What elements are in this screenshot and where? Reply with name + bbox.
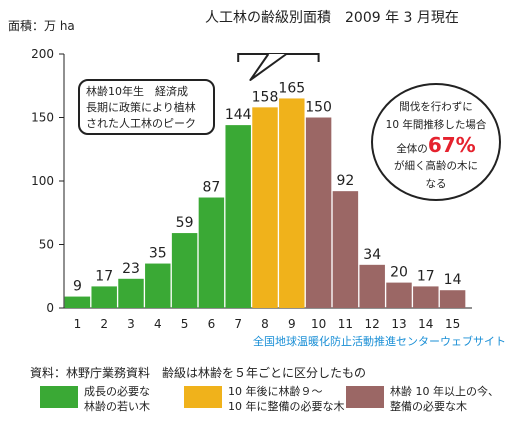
x-tick-label-12: 12 xyxy=(365,317,380,331)
peak-callout-line-3: された人工林のピーク xyxy=(86,117,196,130)
legend-swatch-brown xyxy=(346,386,384,408)
x-tick-label-2: 2 xyxy=(100,317,108,331)
x-tick-label-6: 6 xyxy=(208,317,216,331)
bar-11 xyxy=(332,191,359,308)
bar-2 xyxy=(91,286,117,308)
x-tick-label-14: 14 xyxy=(418,317,433,331)
legend-now-line-1: 林齢 10 年以上の今、 xyxy=(390,385,499,398)
legend-young-line-2: 林齢の若い木 xyxy=(84,400,150,413)
x-tick-label-3: 3 xyxy=(127,317,135,331)
legend-item-10yr: 10 年後に林齢９〜 10 年に整備の必要な木 xyxy=(184,384,345,414)
bar-6 xyxy=(198,197,225,308)
thinning-line-4: が細く高齢の木に xyxy=(394,160,478,172)
thinning-line-3-text: 全体の xyxy=(396,143,428,155)
legend-young-line-1: 成長の必要な xyxy=(84,385,150,398)
legend-now-line-2: 整備の必要な木 xyxy=(390,400,467,413)
data-label-8: 158 xyxy=(252,89,279,105)
thinning-callout: 間伐を行わずに 10 年間推移した場合 全体の67% が細く高齢の木に なる xyxy=(371,83,501,201)
callout-pointer xyxy=(249,53,287,81)
x-tick-label-7: 7 xyxy=(234,317,242,331)
bar-3 xyxy=(118,278,144,308)
data-label-12: 34 xyxy=(363,247,381,263)
legend-10yr-line-2: 10 年に整備の必要な木 xyxy=(228,400,345,413)
peak-callout-line-2: 長期に政策により植林 xyxy=(86,101,196,114)
legend-swatch-yellow xyxy=(184,386,222,408)
legend-item-young: 成長の必要な 林齢の若い木 xyxy=(40,384,150,414)
x-tick-label-11: 11 xyxy=(338,317,353,331)
y-tick-label: 100 xyxy=(31,174,54,188)
thinning-line-3: 全体の67% xyxy=(373,133,499,157)
x-tick-label-5: 5 xyxy=(181,317,189,331)
x-tick-label-4: 4 xyxy=(154,317,162,331)
bar-5 xyxy=(171,233,198,308)
bar-1 xyxy=(64,296,91,308)
y-tick-label: 0 xyxy=(46,301,54,315)
thinning-percent: 67% xyxy=(427,133,476,157)
bar-12 xyxy=(359,264,385,308)
thinning-line-1: 間伐を行わずに xyxy=(399,101,473,113)
thinning-line-2: 10 年間推移した場合 xyxy=(385,119,487,131)
data-label-3: 23 xyxy=(122,261,140,277)
bar-8 xyxy=(252,107,278,308)
x-tick-label-13: 13 xyxy=(391,317,406,331)
legend-item-now: 林齢 10 年以上の今、 整備の必要な木 xyxy=(346,384,499,414)
data-label-14: 17 xyxy=(417,268,435,284)
x-tick-label-1: 1 xyxy=(74,317,82,331)
x-tick-label-15: 15 xyxy=(445,317,460,331)
data-label-9: 165 xyxy=(278,80,305,96)
bar-14 xyxy=(413,286,439,308)
bar-4 xyxy=(145,263,171,308)
x-tick-label-8: 8 xyxy=(261,317,269,331)
bar-9 xyxy=(279,98,305,308)
data-label-4: 35 xyxy=(149,246,167,262)
source-note: 資料：林野庁業務資料 齢級は林齢を５年ごとに区分したもの xyxy=(30,366,367,380)
x-tick-label-10: 10 xyxy=(311,317,326,331)
data-label-11: 92 xyxy=(336,173,354,189)
bar-10 xyxy=(305,117,332,308)
data-label-10: 150 xyxy=(305,100,332,116)
thinning-line-5: なる xyxy=(425,178,447,190)
x-tick-label-9: 9 xyxy=(288,317,296,331)
bar-15 xyxy=(439,290,466,308)
y-tick-label: 50 xyxy=(39,238,54,252)
peak-callout: 林齢10年生 経済成 長期に政策により植林 された人工林のピーク xyxy=(78,79,215,135)
source-website: 全国地球温暖化防止活動推進センターウェブサイト xyxy=(253,335,506,348)
data-label-13: 20 xyxy=(390,265,408,281)
legend-10yr-line-1: 10 年後に林齢９〜 xyxy=(228,385,323,398)
y-tick-label: 200 xyxy=(31,47,54,61)
data-label-2: 17 xyxy=(95,268,113,284)
data-label-15: 14 xyxy=(444,272,462,288)
y-tick-label: 150 xyxy=(31,111,54,125)
legend-swatch-green xyxy=(40,386,78,408)
y-axis-label: 面積：万 ha xyxy=(8,18,75,33)
bar-13 xyxy=(386,282,412,308)
chart-title: 人工林の齢級別面積 2009 年 3 月現在 xyxy=(205,10,459,26)
peak-callout-line-1: 林齢10年生 経済成 xyxy=(86,85,188,98)
data-label-1: 9 xyxy=(73,279,82,295)
data-label-6: 87 xyxy=(202,180,220,196)
bar-7 xyxy=(225,125,251,309)
data-label-5: 59 xyxy=(176,215,194,231)
data-label-7: 144 xyxy=(225,107,252,123)
